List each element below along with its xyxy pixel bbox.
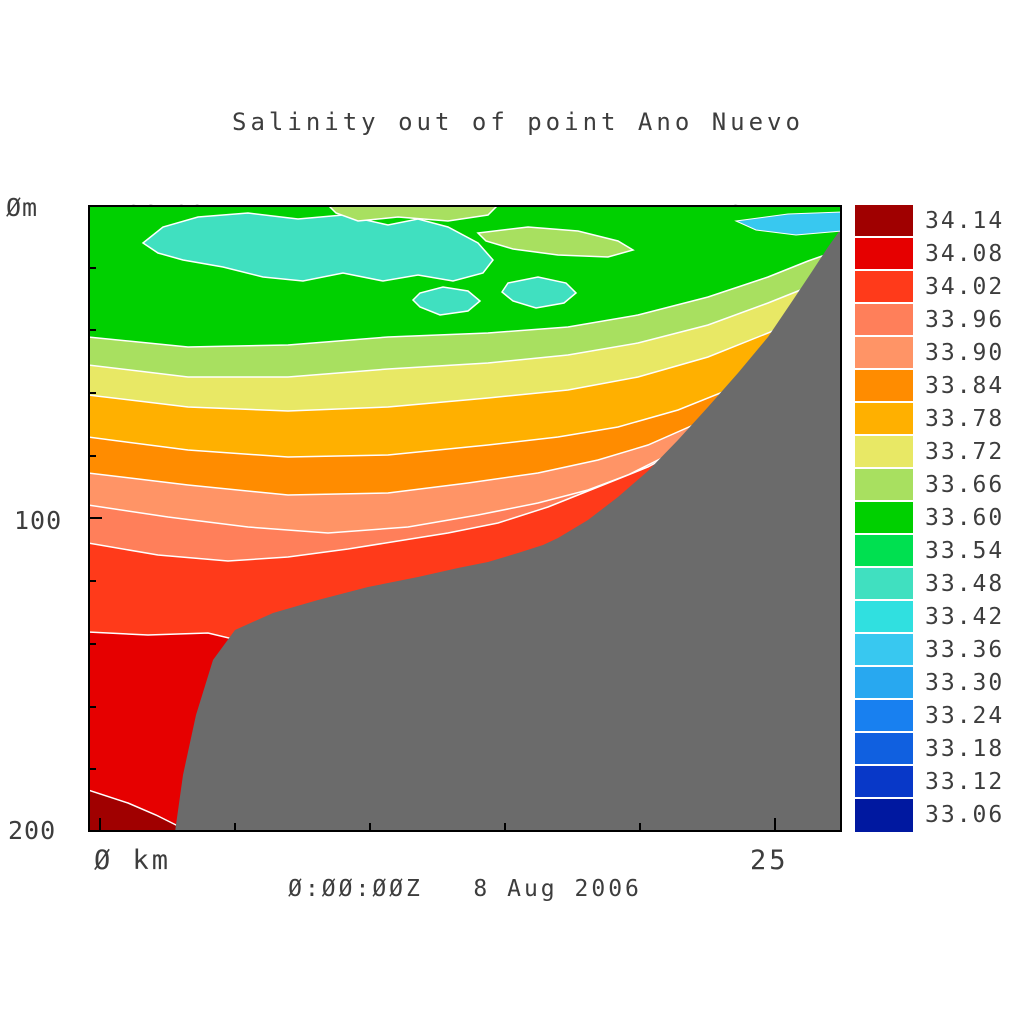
colorbar-label: 33.18 [925,736,1005,762]
surface-patch-33.48-small [411,286,482,316]
colorbar-label: 33.30 [925,670,1005,696]
colorbar-label: 33.96 [925,307,1005,333]
colorbar-cell [855,502,913,535]
colorbar-cell [855,634,913,667]
colorbar-cell [855,436,913,469]
colorbar-label: 33.36 [925,637,1005,663]
colorbar-row: 33.24 [855,700,1024,733]
x-axis-label-25km: 25 [750,845,789,876]
surface-patch-33.66-lens [476,226,635,258]
colorbar-cell [855,535,913,568]
colorbar-row: 33.90 [855,337,1024,370]
colorbar-cell [855,337,913,370]
colorbar-row: 33.78 [855,403,1024,436]
colorbar-cell [855,238,913,271]
colorbar-cell [855,370,913,403]
colorbar-cell [855,205,913,238]
colorbar-row: 33.12 [855,766,1024,799]
colorbar-label: 33.78 [925,406,1005,432]
colorbar-cell [855,469,913,502]
colorbar-row: 33.84 [855,370,1024,403]
colorbar-row: 33.48 [855,568,1024,601]
chart-title: Salinity out of point Ano Nuevo [232,108,804,136]
colorbar-row: 33.60 [855,502,1024,535]
colorbar-row: 33.06 [855,799,1024,832]
colorbar-cell [855,667,913,700]
colorbar-cell [855,403,913,436]
colorbar-label: 33.60 [925,505,1005,531]
colorbar-cell [855,799,913,832]
x-axis-label-origin: Ø km [94,845,172,876]
colorbar: 34.14 34.08 34.02 33.96 33.90 33.84 33.78 33.72… [855,205,1024,832]
colorbar-label: 33.66 [925,472,1005,498]
colorbar-row: 33.54 [855,535,1024,568]
colorbar-cell [855,733,913,766]
colorbar-row: 33.96 [855,304,1024,337]
colorbar-label: 34.02 [925,274,1005,300]
colorbar-cell [855,304,913,337]
y-axis-label-200m: 200 [8,816,57,845]
colorbar-label: 33.72 [925,439,1005,465]
seafloor-bathymetry [175,227,842,832]
colorbar-row: 33.42 [855,601,1024,634]
colorbar-cell [855,700,913,733]
colorbar-cell [855,568,913,601]
colorbar-row: 33.66 [855,469,1024,502]
y-axis-label-0m: Øm [6,193,39,222]
colorbar-label: 33.06 [925,802,1005,828]
colorbar-label: 33.42 [925,604,1005,630]
colorbar-row: 33.18 [855,733,1024,766]
colorbar-label: 33.90 [925,340,1005,366]
colorbar-label: 33.24 [925,703,1005,729]
y-axis-label-100m: 100 [14,506,63,535]
colorbar-row: 34.08 [855,238,1024,271]
colorbar-cell [855,766,913,799]
colorbar-label: 33.84 [925,373,1005,399]
colorbar-label: 34.08 [925,241,1005,267]
colorbar-label: 33.12 [925,769,1005,795]
timestamp-label: Ø:ØØ:ØØZ 8 Aug 2006 [288,876,642,902]
colorbar-label: 33.48 [925,571,1005,597]
colorbar-label: 33.54 [925,538,1005,564]
colorbar-row: 34.02 [855,271,1024,304]
colorbar-row: 33.30 [855,667,1024,700]
surface-patch-33.36 [734,211,842,236]
surface-patch-33.48-small2 [500,276,578,309]
salinity-contour-plot [88,205,842,832]
colorbar-row: 33.36 [855,634,1024,667]
colorbar-cell [855,601,913,634]
colorbar-row: 33.72 [855,436,1024,469]
colorbar-cell [855,271,913,304]
colorbar-row: 34.14 [855,205,1024,238]
plot-frame [88,205,842,832]
surface-patch-33.48 [141,212,494,282]
colorbar-label: 34.14 [925,208,1005,234]
